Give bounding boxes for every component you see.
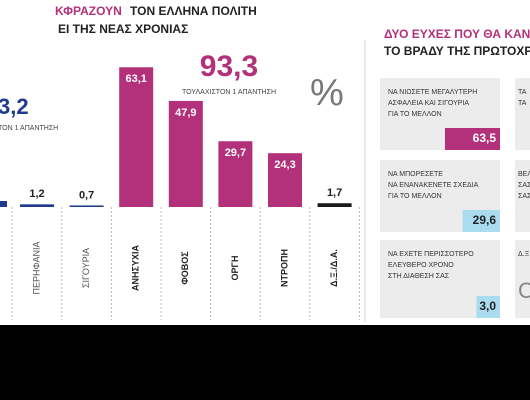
fragment: ΤΑ <box>518 89 527 96</box>
x-tick-label: ΦΟΒΟΣ <box>180 251 190 285</box>
x-tick-label: ΠΕΡΗΦΑΝΙΑ <box>31 242 41 295</box>
fragment: ΣΑΣ <box>518 193 530 200</box>
total-caption: ΤΟΝ 1 ΑΠΑΝΤΗΣΗ <box>0 125 58 132</box>
value-label: 1,2 <box>29 188 44 200</box>
value-label: 47,9 <box>175 107 196 119</box>
value-label: 1,7 <box>327 187 342 199</box>
item-label: ΝΑ ΕΧΕΤΕ ΠΕΡΙΣΣΟΤΕΡΟ <box>388 251 474 258</box>
item-label: ΣΤΗ ΔΙΑΘΕΣΗ ΣΑΣ <box>388 273 450 280</box>
item-label: ΝΑ ΝΙΩΣΕΤΕ ΜΕΓΑΛΥΤΕΡΗ <box>388 89 477 96</box>
bar <box>20 204 54 207</box>
bar <box>268 153 302 207</box>
value-label: 63,1 <box>125 73 146 85</box>
x-tick-label: ΟΡΓΗ <box>230 256 240 281</box>
value-label: 24,3 <box>274 159 295 171</box>
bar <box>462 210 500 232</box>
bar <box>444 128 500 150</box>
value-label: 3,0 <box>479 299 496 313</box>
x-tick-label: ΝΤΡΟΠΗ <box>279 249 289 287</box>
x-tick-label: Δ.Ξ./Δ.Α. <box>329 249 339 287</box>
title: ΕΙ ΤΗΣ ΝΕΑΣ ΧΡΟΝΙΑΣ <box>58 22 188 36</box>
cropped-bar <box>0 201 7 207</box>
bar <box>119 67 154 208</box>
total-caption: ΤΟΥΛΑΧΙΣΤΟΝ 1 ΑΠΑΝΤΗΣΗ <box>182 89 276 96</box>
item-label: ΝΑ ΜΠΟΡΕΣΕΤΕ <box>388 171 443 178</box>
x-tick-label: ΑΝΗΣΥΧΙΑ <box>131 245 141 291</box>
card <box>515 240 530 318</box>
item-label: ΑΣΦΑΛΕΙΑ ΚΑΙ ΣΙΓΟΥΡΙΑ <box>388 100 469 107</box>
fragment: ΤΑ <box>518 100 527 107</box>
bar <box>168 100 203 207</box>
fragment: C <box>518 278 530 303</box>
value-label: 29,6 <box>473 213 497 227</box>
total: 93,3 <box>200 50 258 83</box>
bar <box>317 203 352 207</box>
bar <box>218 141 253 207</box>
title: ΔΥΟ ΕΥΧΕΣ ΠΟΥ ΘΑ ΚΑΝΑ <box>384 27 530 41</box>
item-label: ΓΙΑ ΤΟ ΜΕΛΛΟΝ <box>388 193 442 200</box>
item-label: ΕΛΕΥΘΕΡΟ ΧΡΟΝΟ <box>388 262 454 269</box>
fragment: ΣΑΣ <box>518 182 530 189</box>
unit: % <box>310 72 344 114</box>
title: ΤΟΝ ΕΛΛΗΝΑ ΠΟΛΙΤΗ <box>130 4 257 18</box>
card <box>515 78 530 150</box>
fragment: Δ.Ξ <box>518 251 530 258</box>
fragment: ΒΕΛ <box>518 171 530 178</box>
item-label: ΓΙΑ ΤΟ ΜΕΛΛΟΝ <box>388 111 442 118</box>
bottom-band <box>0 325 530 400</box>
item-label: ΝΑ ΕΝΑΝΑΚΕΝΕΤΕ ΣΧΕΔΙΑ <box>388 182 479 189</box>
total: 3,2 <box>0 94 29 119</box>
value-label: 29,7 <box>225 147 246 159</box>
card <box>515 160 530 232</box>
bar <box>69 205 104 207</box>
value-label: 63,5 <box>473 131 497 145</box>
bar <box>476 296 500 318</box>
title: ΚΦΡΑΖΟΥΝ <box>55 4 122 18</box>
x-tick-label: ΣΙΓΟΥΡΙΑ <box>81 248 91 288</box>
title: ΤΟ ΒΡΑΔΥ ΤΗΣ ΠΡΩΤΟΧΡΟ <box>384 44 530 58</box>
value-label: 0,7 <box>79 189 94 201</box>
